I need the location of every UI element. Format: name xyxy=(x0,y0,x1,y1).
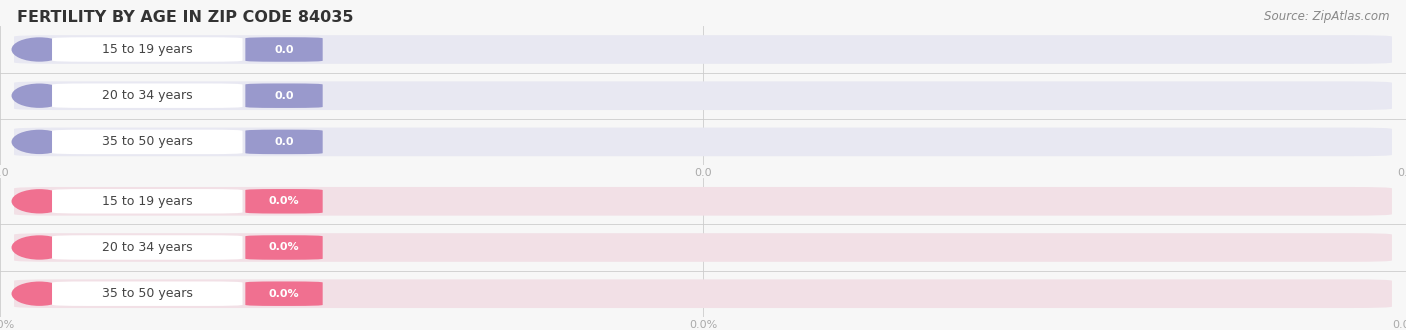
FancyBboxPatch shape xyxy=(14,128,1392,156)
FancyBboxPatch shape xyxy=(14,233,1392,262)
Ellipse shape xyxy=(11,130,67,154)
Text: 0.0%: 0.0% xyxy=(269,289,299,299)
Text: 35 to 50 years: 35 to 50 years xyxy=(101,135,193,148)
Ellipse shape xyxy=(11,235,67,260)
FancyBboxPatch shape xyxy=(246,235,323,260)
Text: 0.0%: 0.0% xyxy=(269,243,299,252)
FancyBboxPatch shape xyxy=(246,189,323,214)
Text: 0.0%: 0.0% xyxy=(269,196,299,206)
FancyBboxPatch shape xyxy=(52,130,243,154)
FancyBboxPatch shape xyxy=(52,235,243,260)
Text: 35 to 50 years: 35 to 50 years xyxy=(101,287,193,300)
Text: 0.0: 0.0 xyxy=(274,137,294,147)
Text: 15 to 19 years: 15 to 19 years xyxy=(103,195,193,208)
Ellipse shape xyxy=(11,189,67,214)
FancyBboxPatch shape xyxy=(246,83,323,108)
Text: 0.0: 0.0 xyxy=(274,91,294,101)
Text: 15 to 19 years: 15 to 19 years xyxy=(103,43,193,56)
Text: Source: ZipAtlas.com: Source: ZipAtlas.com xyxy=(1264,10,1389,23)
Text: 0.0: 0.0 xyxy=(274,45,294,54)
FancyBboxPatch shape xyxy=(14,187,1392,215)
FancyBboxPatch shape xyxy=(14,82,1392,110)
FancyBboxPatch shape xyxy=(52,189,243,214)
Ellipse shape xyxy=(11,37,67,62)
FancyBboxPatch shape xyxy=(14,35,1392,64)
FancyBboxPatch shape xyxy=(14,280,1392,308)
FancyBboxPatch shape xyxy=(52,83,243,108)
Ellipse shape xyxy=(11,281,67,306)
FancyBboxPatch shape xyxy=(246,37,323,62)
FancyBboxPatch shape xyxy=(52,37,243,62)
Text: 20 to 34 years: 20 to 34 years xyxy=(103,241,193,254)
Ellipse shape xyxy=(11,83,67,108)
FancyBboxPatch shape xyxy=(246,130,323,154)
Text: 20 to 34 years: 20 to 34 years xyxy=(103,89,193,102)
Text: FERTILITY BY AGE IN ZIP CODE 84035: FERTILITY BY AGE IN ZIP CODE 84035 xyxy=(17,10,353,25)
FancyBboxPatch shape xyxy=(52,281,243,306)
FancyBboxPatch shape xyxy=(246,281,323,306)
